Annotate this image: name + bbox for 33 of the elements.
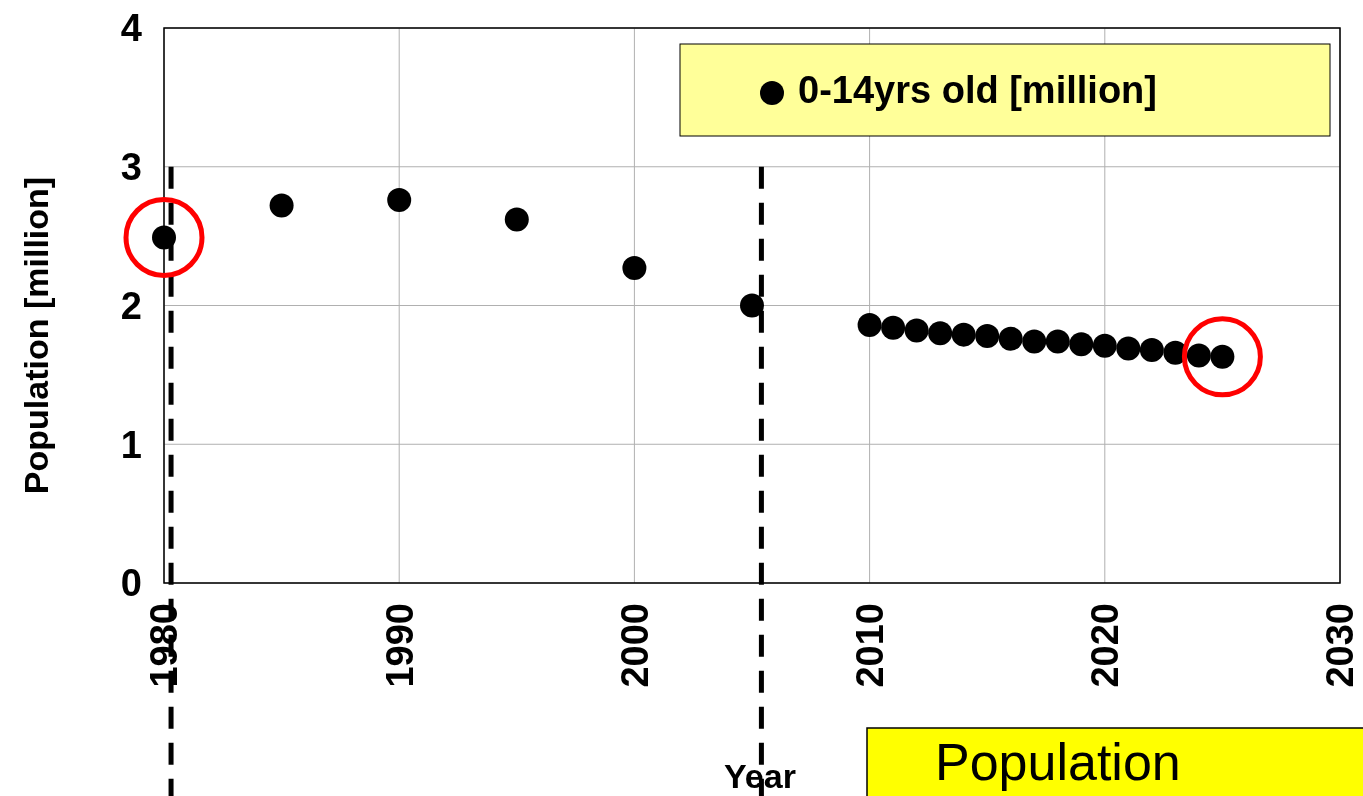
point [622,256,647,281]
point [928,321,953,346]
x-tick-label: 2010 [848,603,891,688]
point [387,188,412,213]
point [1045,329,1070,354]
point [269,193,294,218]
point [975,324,1000,349]
point [998,326,1023,351]
point [1022,329,1047,354]
y-tick-label: 0 [120,562,142,605]
y-axis-title: Population [million] [17,176,55,495]
point [1139,337,1164,362]
point [504,207,529,232]
x-tick-label: 2020 [1084,603,1127,688]
point [740,293,764,318]
point [1092,333,1117,358]
x-tick-label: 2000 [613,603,656,688]
point [951,322,976,347]
y-tick-label: 3 [120,146,142,189]
point [1069,332,1094,357]
point [857,312,882,337]
x-tick-label: 2030 [1319,603,1362,688]
point [881,315,906,340]
x-axis-title: Year [724,757,796,795]
y-tick-label: 1 [120,423,142,466]
y-tick-label: 4 [120,7,142,50]
legend-label: 0-14yrs old [million] [798,69,1157,112]
point [1186,343,1211,368]
x-tick-label: 1990 [378,603,421,688]
y-tick-label: 2 [120,284,142,327]
point [1116,336,1141,361]
text: Population [935,733,1181,791]
point [904,318,929,343]
